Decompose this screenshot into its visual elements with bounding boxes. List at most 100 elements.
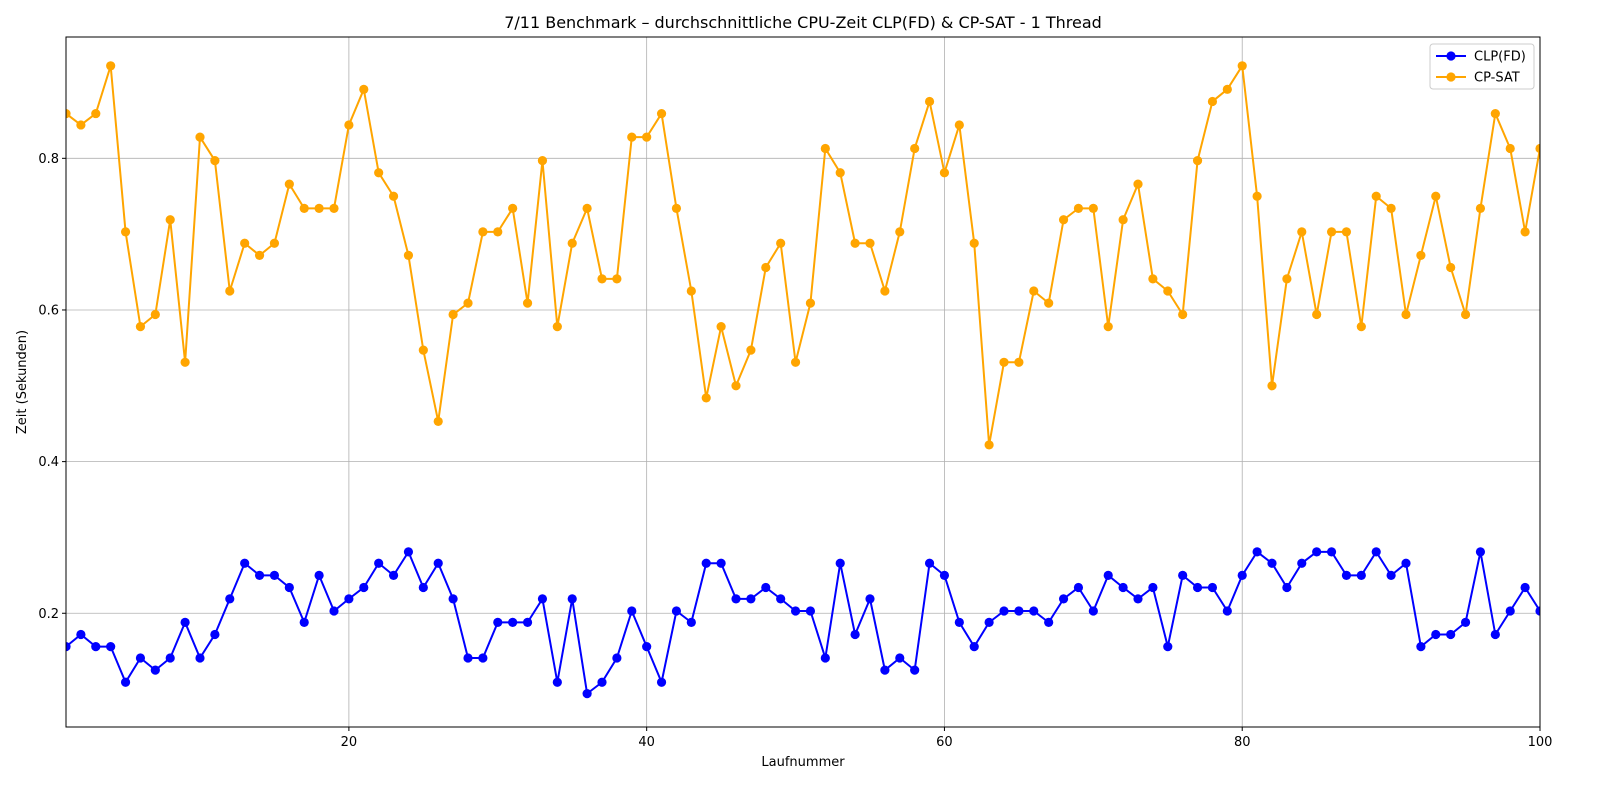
data-point <box>731 381 741 391</box>
data-point <box>1133 179 1143 189</box>
data-point <box>1282 582 1292 593</box>
data-point <box>344 120 354 130</box>
data-point <box>582 689 592 699</box>
data-point <box>448 594 458 604</box>
data-point <box>254 250 265 260</box>
data-point <box>820 143 830 154</box>
data-point <box>627 132 637 142</box>
data-point <box>910 143 920 154</box>
data-point <box>1192 582 1203 593</box>
data-point <box>1252 191 1262 201</box>
data-point <box>1312 547 1322 557</box>
data-point <box>552 677 562 687</box>
data-point <box>1267 558 1277 568</box>
data-point <box>493 227 503 237</box>
x-axis-label: Laufnummer <box>761 755 845 770</box>
data-point <box>1103 322 1113 332</box>
data-point <box>1088 606 1098 616</box>
data-point <box>1237 61 1247 71</box>
data-point <box>522 617 533 627</box>
data-point <box>1341 227 1352 237</box>
plot-frame <box>65 36 1541 728</box>
data-point <box>106 61 116 71</box>
data-point <box>1297 558 1307 568</box>
legend-label: CLP(FD) <box>1474 50 1526 65</box>
data-point <box>880 286 890 296</box>
data-point <box>76 120 86 130</box>
data-point <box>284 582 294 593</box>
data-point <box>969 642 979 652</box>
data-point <box>225 594 235 604</box>
data-point <box>924 558 935 568</box>
data-point <box>359 84 369 94</box>
data-point <box>984 440 994 450</box>
data-point <box>254 570 265 580</box>
x-tick-label: 60 <box>936 735 953 750</box>
data-point <box>120 677 131 687</box>
data-point <box>1192 155 1203 166</box>
legend: CLP(FD) CP-SAT <box>1429 43 1535 90</box>
data-point <box>1178 309 1188 320</box>
data-point <box>999 357 1009 367</box>
data-point <box>939 168 950 178</box>
data-point <box>954 617 964 627</box>
data-point <box>820 653 830 663</box>
data-point <box>612 274 622 284</box>
data-point <box>776 594 786 604</box>
data-point <box>508 617 518 627</box>
data-point <box>656 677 667 687</box>
data-point <box>582 203 592 213</box>
data-point <box>493 617 503 627</box>
data-point <box>433 416 443 427</box>
data-point <box>1401 558 1411 568</box>
data-point <box>850 238 860 248</box>
data-point <box>1520 227 1530 237</box>
data-point <box>403 547 414 557</box>
data-point <box>1401 309 1411 320</box>
data-point <box>567 238 577 248</box>
data-point <box>790 606 801 616</box>
data-point <box>135 653 146 663</box>
data-point <box>120 227 131 237</box>
data-point <box>805 606 816 616</box>
data-point <box>537 155 548 166</box>
data-point <box>1535 606 1540 616</box>
data-point <box>180 617 190 627</box>
data-point <box>344 594 354 604</box>
data-point <box>478 653 488 663</box>
legend-marker <box>1446 72 1456 82</box>
data-point <box>805 298 816 308</box>
data-point <box>1431 629 1441 640</box>
data-point <box>701 393 711 403</box>
data-point <box>1088 203 1098 213</box>
data-point <box>746 345 756 355</box>
data-point <box>597 677 607 687</box>
data-point <box>790 357 801 367</box>
y-tick-label: 0.6 <box>38 303 59 318</box>
data-point <box>1371 547 1381 557</box>
data-point <box>1148 274 1158 284</box>
data-point <box>701 558 711 568</box>
data-point <box>522 298 533 308</box>
data-point <box>1014 357 1024 367</box>
data-point <box>1044 298 1054 308</box>
data-point <box>1312 309 1322 320</box>
data-point <box>924 96 935 107</box>
data-point <box>418 582 428 593</box>
data-point <box>1416 250 1426 260</box>
data-point <box>388 570 399 580</box>
data-point <box>1490 629 1500 640</box>
data-point <box>180 357 190 367</box>
data-point <box>1222 606 1232 616</box>
data-point <box>642 642 652 652</box>
data-point <box>612 653 622 663</box>
x-tick-label: 40 <box>638 735 655 750</box>
data-point <box>463 653 473 663</box>
data-point <box>1073 203 1084 213</box>
data-point <box>478 227 488 237</box>
data-point <box>1163 642 1173 652</box>
data-point <box>1237 570 1247 580</box>
data-point <box>686 286 696 296</box>
data-point <box>954 120 964 130</box>
data-point <box>135 322 146 332</box>
